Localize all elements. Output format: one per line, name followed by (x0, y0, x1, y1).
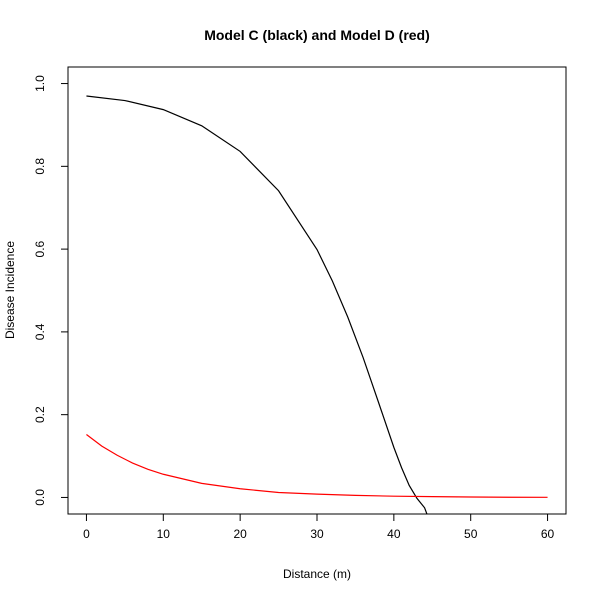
y-ticks: 0.0 0.2 0.4 0.6 0.8 1.0 (33, 75, 68, 506)
plot-area (67, 66, 567, 515)
x-tick-label: 20 (233, 527, 247, 541)
x-tick-label: 60 (541, 527, 555, 541)
y-tick-label: 0.8 (33, 158, 47, 175)
y-tick-label: 0.2 (33, 406, 47, 423)
series-line-1 (86, 95, 428, 514)
x-tick-label: 30 (310, 527, 324, 541)
series-layer (86, 95, 548, 514)
x-ticks: 0 10 20 30 40 50 60 (83, 514, 555, 541)
y-axis-label: Disease Incidence (3, 241, 17, 339)
y-tick-label: 1.0 (33, 75, 47, 92)
y-tick-label: 0.4 (33, 323, 47, 340)
x-axis-label: Distance (m) (283, 567, 351, 581)
y-tick-label: 0.0 (33, 489, 47, 506)
series-line-2 (86, 434, 548, 498)
chart-title: Model C (black) and Model D (red) (204, 27, 430, 43)
x-tick-label: 0 (83, 527, 90, 541)
x-tick-label: 10 (157, 527, 171, 541)
y-tick-label: 0.6 (33, 240, 47, 257)
x-tick-label: 40 (387, 527, 401, 541)
x-tick-label: 50 (464, 527, 478, 541)
